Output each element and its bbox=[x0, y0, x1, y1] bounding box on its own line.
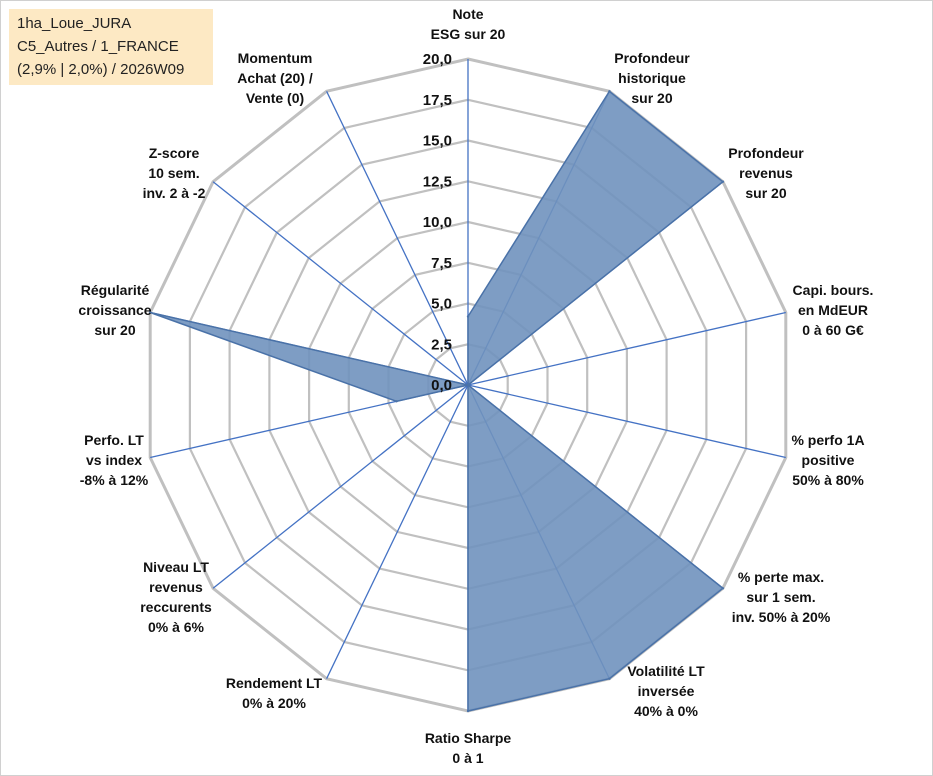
axis-label-line: 0% à 20% bbox=[242, 695, 306, 711]
data-point-7 bbox=[608, 677, 611, 680]
axis-label-8: Ratio Sharpe 0 à 1 bbox=[425, 730, 512, 766]
axis-spoke-4 bbox=[467, 311, 786, 386]
axis-label-line: sur 20 bbox=[745, 185, 786, 201]
axis-label-line: 0 à 1 bbox=[452, 750, 483, 766]
axis-spoke-13 bbox=[212, 181, 469, 386]
axis-label-line: Note bbox=[452, 6, 483, 22]
axis-label-line: 40% à 0% bbox=[634, 703, 698, 719]
data-point-6 bbox=[721, 587, 725, 590]
info-line-stats: (2,9% | 2,0%) / 2026W09 bbox=[17, 61, 185, 78]
axis-label-line: Profondeur bbox=[728, 145, 804, 161]
axis-spoke-10 bbox=[212, 384, 469, 589]
axis-label-line: Volatilité LT bbox=[627, 663, 705, 679]
axis-label-line: sur 20 bbox=[631, 90, 672, 106]
axis-label-line: Momentum bbox=[238, 50, 313, 66]
info-box: 1ha_Loue_JURA C5_Autres / 1_FRANCE (2,9%… bbox=[9, 9, 213, 85]
axis-label-line: sur 1 sem. bbox=[746, 589, 815, 605]
axis-label-13: Z-score 10 sem. inv. 2 à -2 bbox=[143, 145, 206, 201]
axis-label-line: croissance bbox=[78, 302, 151, 318]
data-point-2 bbox=[608, 90, 611, 93]
axis-label-7: Volatilité LT inversée 40% à 0% bbox=[627, 663, 705, 719]
axis-label-line: -8% à 12% bbox=[80, 472, 149, 488]
axis-label-line: 10 sem. bbox=[148, 165, 199, 181]
tick-label: 15,0 bbox=[423, 133, 452, 150]
axis-label-4: Capi. bours. en MdEUR 0 à 60 G€ bbox=[793, 282, 874, 338]
axis-label-6: % perte max. sur 1 sem. inv. 50% à 20% bbox=[732, 569, 831, 625]
axis-label-line: inv. 50% à 20% bbox=[732, 609, 831, 625]
axis-label-line: revenus bbox=[149, 579, 203, 595]
axis-label-line: Z-score bbox=[149, 145, 200, 161]
axis-label-line: inversée bbox=[638, 683, 695, 699]
data-point-8 bbox=[466, 709, 470, 713]
tick-label: 10,0 bbox=[423, 214, 452, 231]
axis-label-line: Niveau LT bbox=[143, 559, 209, 575]
axis-label-line: inv. 2 à -2 bbox=[143, 185, 206, 201]
tick-label: 12,5 bbox=[423, 173, 452, 190]
axis-label-3: Profondeur revenus sur 20 bbox=[728, 145, 804, 201]
tick-label: 17,5 bbox=[423, 92, 452, 109]
data-point-14 bbox=[466, 383, 470, 387]
radar-series bbox=[149, 90, 725, 713]
radar-axis-labels: Note ESG sur 20 Profondeur historique sur 20… bbox=[78, 6, 873, 766]
axis-label-line: Perfo. LT bbox=[84, 432, 144, 448]
axis-label-line: Rendement LT bbox=[226, 675, 323, 691]
axis-label-10: Niveau LT revenus reccurents 0% à 6% bbox=[140, 559, 212, 635]
tick-label: 20,0 bbox=[423, 51, 452, 68]
axis-label-line: 0 à 60 G€ bbox=[802, 322, 864, 338]
axis-label-line: vs index bbox=[86, 452, 142, 468]
data-point-12 bbox=[149, 311, 152, 314]
axis-label-line: en MdEUR bbox=[798, 302, 868, 318]
info-line-name: 1ha_Loue_JURA bbox=[17, 15, 132, 32]
axis-label-line: reccurents bbox=[140, 599, 212, 615]
axis-label-2: Profondeur historique sur 20 bbox=[614, 50, 690, 106]
axis-label-line: Régularité bbox=[81, 282, 150, 298]
axis-label-line: Ratio Sharpe bbox=[425, 730, 512, 746]
axis-label-line: % perfo 1A bbox=[791, 432, 864, 448]
axis-label-line: sur 20 bbox=[94, 322, 135, 338]
info-line-category: C5_Autres / 1_FRANCE bbox=[17, 38, 179, 55]
axis-label-line: ESG sur 20 bbox=[431, 26, 506, 42]
axis-label-line: 50% à 80% bbox=[792, 472, 864, 488]
tick-label: 0,0 bbox=[431, 377, 452, 394]
axis-label-5: % perfo 1A positive 50% à 80% bbox=[791, 432, 864, 488]
axis-label-line: Achat (20) / bbox=[237, 70, 313, 86]
axis-label-line: revenus bbox=[739, 165, 793, 181]
axis-label-line: 0% à 6% bbox=[148, 619, 205, 635]
axis-spoke-9 bbox=[326, 384, 469, 679]
axis-label-line: positive bbox=[802, 452, 855, 468]
axis-label-11: Perfo. LT vs index -8% à 12% bbox=[80, 432, 149, 488]
data-point-1 bbox=[466, 315, 470, 318]
axis-spoke-5 bbox=[467, 384, 786, 459]
axis-label-1: Note ESG sur 20 bbox=[431, 6, 506, 42]
radar-ticks: 0,0 2,5 5,0 7,5 10,0 12,5 15,0 17,5 20,0 bbox=[423, 51, 452, 394]
data-point-3 bbox=[721, 180, 725, 183]
axis-label-line: historique bbox=[618, 70, 686, 86]
axis-label-12: Régularité croissance sur 20 bbox=[78, 282, 151, 338]
data-point-11 bbox=[395, 400, 398, 403]
tick-label: 7,5 bbox=[431, 255, 452, 272]
axis-label-9: Rendement LT 0% à 20% bbox=[226, 675, 323, 711]
tick-label: 2,5 bbox=[431, 336, 452, 353]
series-area bbox=[149, 90, 725, 712]
axis-label-line: Capi. bours. bbox=[793, 282, 874, 298]
axis-label-line: % perte max. bbox=[738, 569, 824, 585]
axis-spoke-14 bbox=[326, 91, 469, 386]
axis-label-14: Momentum Achat (20) / Vente (0) bbox=[237, 50, 313, 106]
tick-label: 5,0 bbox=[431, 296, 452, 313]
axis-label-line: Vente (0) bbox=[246, 90, 304, 106]
axis-label-line: Profondeur bbox=[614, 50, 690, 66]
